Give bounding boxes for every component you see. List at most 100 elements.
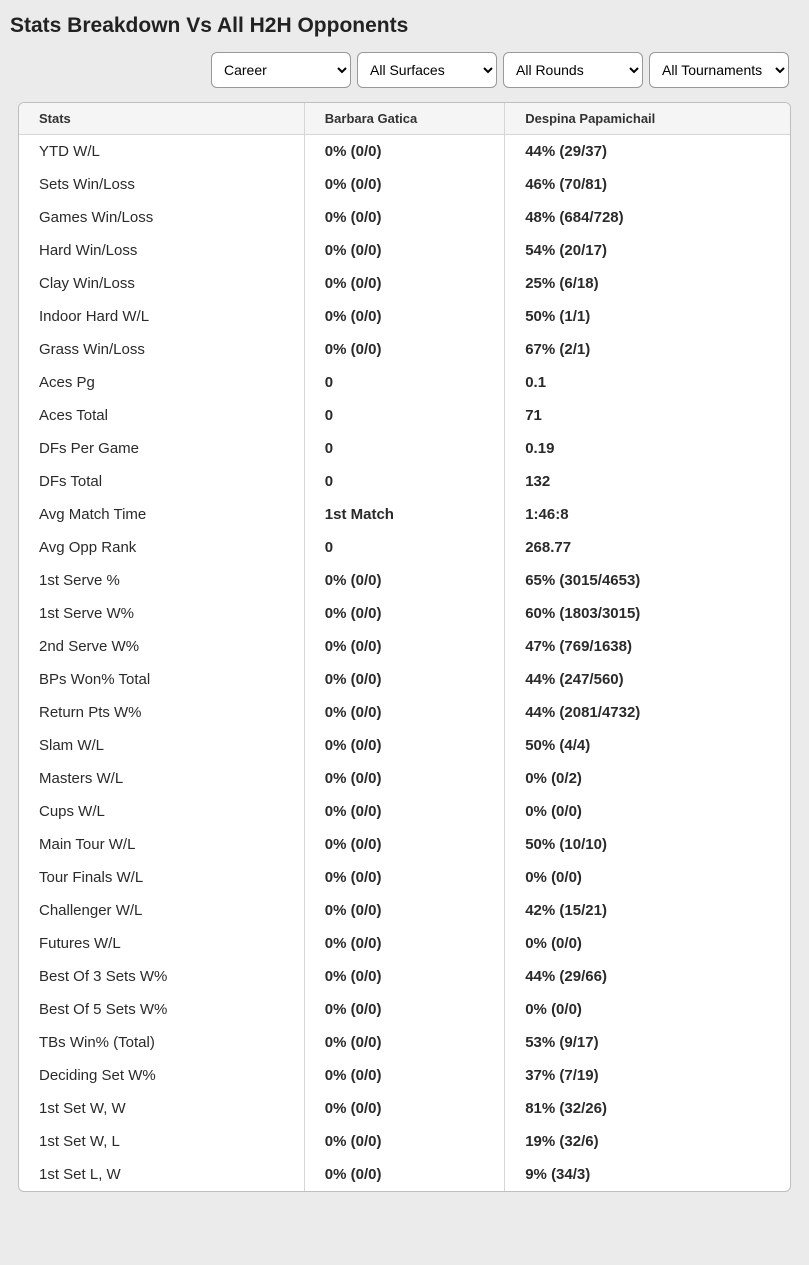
player1-value: 0% (0/0): [304, 267, 504, 300]
player1-value: 0% (0/0): [304, 1026, 504, 1059]
stat-label: Return Pts W%: [19, 696, 304, 729]
stat-label: 1st Serve %: [19, 564, 304, 597]
filter-tournaments[interactable]: All Tournaments: [649, 52, 789, 88]
stat-label: Tour Finals W/L: [19, 861, 304, 894]
table-row: TBs Win% (Total)0% (0/0)53% (9/17): [19, 1026, 790, 1059]
stat-label: Challenger W/L: [19, 894, 304, 927]
stat-label: Games Win/Loss: [19, 201, 304, 234]
player1-value: 0% (0/0): [304, 762, 504, 795]
player1-value: 0: [304, 366, 504, 399]
stats-table-container: Stats Barbara Gatica Despina Papamichail…: [18, 102, 791, 1192]
player2-value: 19% (32/6): [505, 1125, 790, 1158]
col-header-player2: Despina Papamichail: [505, 103, 790, 135]
filter-career[interactable]: Career: [211, 52, 351, 88]
table-row: 1st Set W, L0% (0/0)19% (32/6): [19, 1125, 790, 1158]
table-row: BPs Won% Total0% (0/0)44% (247/560): [19, 663, 790, 696]
table-row: Best Of 3 Sets W%0% (0/0)44% (29/66): [19, 960, 790, 993]
player2-value: 60% (1803/3015): [505, 597, 790, 630]
stats-table: Stats Barbara Gatica Despina Papamichail…: [19, 103, 790, 1191]
stat-label: Masters W/L: [19, 762, 304, 795]
stat-label: Avg Opp Rank: [19, 531, 304, 564]
stat-label: 1st Set W, L: [19, 1125, 304, 1158]
player1-value: 0% (0/0): [304, 201, 504, 234]
stat-label: Aces Pg: [19, 366, 304, 399]
stat-label: 1st Set W, W: [19, 1092, 304, 1125]
player2-value: 132: [505, 465, 790, 498]
table-row: Hard Win/Loss0% (0/0)54% (20/17): [19, 234, 790, 267]
stat-label: Best Of 3 Sets W%: [19, 960, 304, 993]
player1-value: 0: [304, 531, 504, 564]
table-row: Aces Total071: [19, 399, 790, 432]
player2-value: 54% (20/17): [505, 234, 790, 267]
player1-value: 0% (0/0): [304, 300, 504, 333]
page-title: Stats Breakdown Vs All H2H Opponents: [10, 14, 799, 38]
table-row: Return Pts W%0% (0/0)44% (2081/4732): [19, 696, 790, 729]
stat-label: Futures W/L: [19, 927, 304, 960]
stat-label: Clay Win/Loss: [19, 267, 304, 300]
table-row: Avg Opp Rank0268.77: [19, 531, 790, 564]
stat-label: Sets Win/Loss: [19, 168, 304, 201]
table-row: Sets Win/Loss0% (0/0)46% (70/81): [19, 168, 790, 201]
player2-value: 44% (2081/4732): [505, 696, 790, 729]
col-header-stats: Stats: [19, 103, 304, 135]
player2-value: 46% (70/81): [505, 168, 790, 201]
table-row: Clay Win/Loss0% (0/0)25% (6/18): [19, 267, 790, 300]
player2-value: 42% (15/21): [505, 894, 790, 927]
player2-value: 48% (684/728): [505, 201, 790, 234]
player1-value: 0% (0/0): [304, 597, 504, 630]
player2-value: 0.19: [505, 432, 790, 465]
player1-value: 0% (0/0): [304, 663, 504, 696]
player2-value: 0% (0/0): [505, 993, 790, 1026]
table-row: 1st Serve W%0% (0/0)60% (1803/3015): [19, 597, 790, 630]
table-row: Tour Finals W/L0% (0/0)0% (0/0): [19, 861, 790, 894]
table-row: 1st Set L, W0% (0/0)9% (34/3): [19, 1158, 790, 1191]
table-row: DFs Per Game00.19: [19, 432, 790, 465]
player2-value: 71: [505, 399, 790, 432]
player1-value: 0% (0/0): [304, 894, 504, 927]
table-row: Indoor Hard W/L0% (0/0)50% (1/1): [19, 300, 790, 333]
player1-value: 0% (0/0): [304, 828, 504, 861]
player1-value: 0% (0/0): [304, 234, 504, 267]
stat-label: Hard Win/Loss: [19, 234, 304, 267]
player2-value: 50% (10/10): [505, 828, 790, 861]
player2-value: 67% (2/1): [505, 333, 790, 366]
table-row: Avg Match Time1st Match1:46:8: [19, 498, 790, 531]
player2-value: 37% (7/19): [505, 1059, 790, 1092]
table-row: 1st Set W, W0% (0/0)81% (32/26): [19, 1092, 790, 1125]
player2-value: 65% (3015/4653): [505, 564, 790, 597]
player1-value: 0: [304, 399, 504, 432]
col-header-player1: Barbara Gatica: [304, 103, 504, 135]
player2-value: 44% (247/560): [505, 663, 790, 696]
player1-value: 0% (0/0): [304, 927, 504, 960]
stat-label: Best Of 5 Sets W%: [19, 993, 304, 1026]
player1-value: 0: [304, 432, 504, 465]
player2-value: 81% (32/26): [505, 1092, 790, 1125]
stat-label: BPs Won% Total: [19, 663, 304, 696]
table-row: 2nd Serve W%0% (0/0)47% (769/1638): [19, 630, 790, 663]
player1-value: 0% (0/0): [304, 993, 504, 1026]
stat-label: Slam W/L: [19, 729, 304, 762]
player1-value: 0% (0/0): [304, 861, 504, 894]
stat-label: Indoor Hard W/L: [19, 300, 304, 333]
player1-value: 0% (0/0): [304, 960, 504, 993]
player2-value: 0.1: [505, 366, 790, 399]
table-row: DFs Total0132: [19, 465, 790, 498]
player1-value: 0% (0/0): [304, 1125, 504, 1158]
stat-label: Avg Match Time: [19, 498, 304, 531]
player1-value: 1st Match: [304, 498, 504, 531]
player2-value: 25% (6/18): [505, 267, 790, 300]
stat-label: Aces Total: [19, 399, 304, 432]
filter-surfaces[interactable]: All Surfaces: [357, 52, 497, 88]
player2-value: 53% (9/17): [505, 1026, 790, 1059]
table-row: Masters W/L0% (0/0)0% (0/2): [19, 762, 790, 795]
filter-rounds[interactable]: All Rounds: [503, 52, 643, 88]
table-row: Best Of 5 Sets W%0% (0/0)0% (0/0): [19, 993, 790, 1026]
stat-label: Grass Win/Loss: [19, 333, 304, 366]
player2-value: 0% (0/0): [505, 861, 790, 894]
player1-value: 0% (0/0): [304, 696, 504, 729]
player2-value: 50% (1/1): [505, 300, 790, 333]
stat-label: YTD W/L: [19, 135, 304, 169]
player2-value: 0% (0/0): [505, 927, 790, 960]
table-row: Grass Win/Loss0% (0/0)67% (2/1): [19, 333, 790, 366]
player2-value: 268.77: [505, 531, 790, 564]
